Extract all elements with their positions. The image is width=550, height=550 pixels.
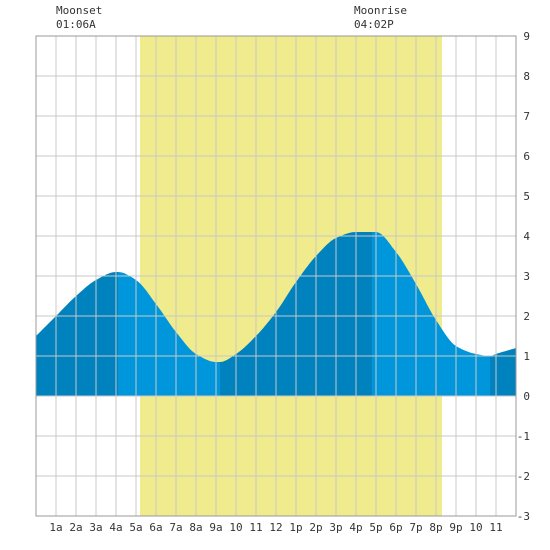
- x-axis-labels: 1a 2a 3a 4a 5a 6a 7a 8a 9a 10 11 12 1p 2p 3p 4p 5p 6p 7p 8p…: [49, 521, 502, 534]
- moonset-time: 01:06A: [56, 18, 96, 31]
- x-tick-label: 3p: [329, 521, 342, 534]
- y-tick-label: -3: [517, 510, 530, 523]
- y-tick-label: 5: [523, 190, 530, 203]
- x-tick-label: 4a: [109, 521, 122, 534]
- rising-tide-segment: [490, 348, 516, 396]
- x-tick-label: 7p: [409, 521, 422, 534]
- moonrise-time: 04:02P: [354, 18, 394, 31]
- x-tick-label: 2p: [309, 521, 322, 534]
- y-tick-label: 2: [523, 310, 530, 323]
- grid-layer: [36, 36, 516, 516]
- x-tick-label: 8a: [189, 521, 202, 534]
- x-tick-label: 10: [469, 521, 482, 534]
- y-tick-label: 6: [523, 150, 530, 163]
- x-tick-label: 9p: [449, 521, 462, 534]
- moonrise-label: Moonrise: [354, 4, 407, 17]
- x-tick-label: 4p: [349, 521, 362, 534]
- y-tick-label: 8: [523, 70, 530, 83]
- x-tick-label: 11: [489, 521, 502, 534]
- plot-frame: [35, 35, 517, 517]
- x-tick-label: 9a: [209, 521, 222, 534]
- x-tick-label: 2a: [69, 521, 82, 534]
- x-tick-label: 8p: [429, 521, 442, 534]
- x-tick-label: 5p: [369, 521, 382, 534]
- moonrise-annotation: Moonrise 04:02P: [354, 4, 407, 32]
- x-tick-label: 12: [269, 521, 282, 534]
- y-tick-label: 9: [523, 30, 530, 43]
- y-tick-label: 1: [523, 350, 530, 363]
- x-tick-label: 3a: [89, 521, 102, 534]
- y-tick-label: 7: [523, 110, 530, 123]
- y-tick-label: -2: [517, 470, 530, 483]
- x-tick-label: 5a: [129, 521, 142, 534]
- moonset-label: Moonset: [56, 4, 103, 17]
- x-tick-label: 6a: [149, 521, 162, 534]
- x-tick-label: 1p: [289, 521, 302, 534]
- falling-tide-segment: [372, 232, 490, 396]
- falling-tide-segment: [118, 272, 220, 396]
- y-tick-label: -1: [517, 430, 530, 443]
- x-tick-label: 6p: [389, 521, 402, 534]
- x-tick-label: 11: [249, 521, 262, 534]
- y-tick-label: 4: [523, 230, 530, 243]
- x-tick-label: 7a: [169, 521, 182, 534]
- x-tick-label: 10: [229, 521, 242, 534]
- y-axis-labels: -3 -2 -1 0 1 2 3 4 5 6 7 8 9: [517, 30, 531, 523]
- x-tick-label: 1a: [49, 521, 62, 534]
- y-tick-label: 0: [523, 390, 530, 403]
- moonset-annotation: Moonset 01:06A: [56, 4, 102, 32]
- y-tick-label: 3: [523, 270, 530, 283]
